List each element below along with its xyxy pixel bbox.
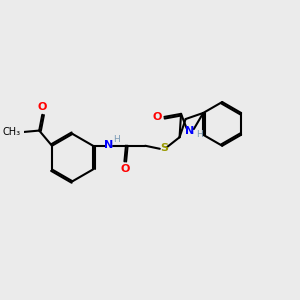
Text: S: S [160,143,168,153]
Text: N: N [104,140,113,150]
Text: O: O [38,102,47,112]
Text: CH₃: CH₃ [2,127,20,137]
Text: O: O [153,112,162,122]
Text: O: O [121,164,130,174]
Text: H: H [196,130,203,139]
Text: H: H [113,135,120,144]
Text: N: N [185,126,194,136]
